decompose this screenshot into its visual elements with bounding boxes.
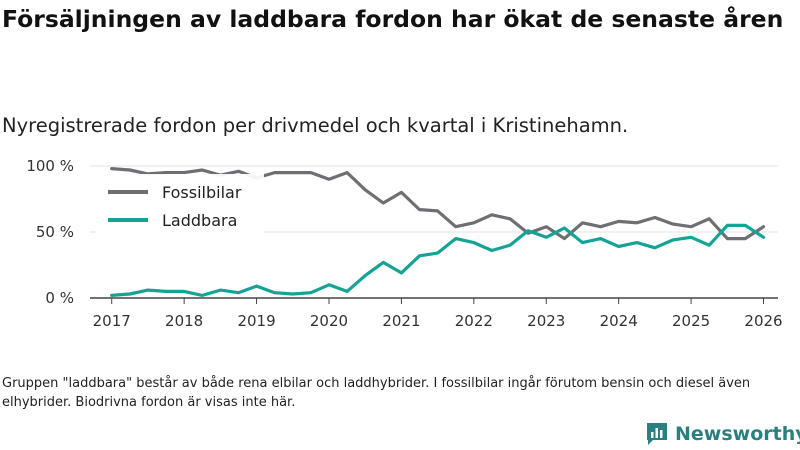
data-point-laddbara[interactable] [162, 287, 170, 295]
data-point-fossilbilar[interactable] [669, 220, 677, 228]
data-point-laddbara[interactable] [560, 224, 568, 232]
data-point-fossilbilar[interactable] [198, 166, 206, 174]
line-chart: 0 % 50 % 100 % 2017 2018 2019 2020 2021 2022 202… [26, 157, 783, 330]
data-point-fossilbilar[interactable] [615, 217, 623, 225]
brand-logo[interactable]: Newsworthy [645, 421, 800, 447]
data-point-fossilbilar[interactable] [723, 235, 731, 243]
data-point-fossilbilar[interactable] [506, 215, 514, 223]
data-point-fossilbilar[interactable] [325, 175, 333, 183]
data-point-laddbara[interactable] [234, 289, 242, 297]
data-point-fossilbilar[interactable] [361, 186, 369, 194]
data-point-laddbara[interactable] [760, 233, 768, 241]
data-point-laddbara[interactable] [307, 289, 315, 297]
x-tick-label: 2026 [744, 312, 782, 330]
data-point-fossilbilar[interactable] [126, 166, 134, 174]
data-point-fossilbilar[interactable] [633, 219, 641, 227]
x-tick-label: 2020 [310, 312, 348, 330]
data-point-laddbara[interactable] [597, 235, 605, 243]
x-tick-label: 2023 [527, 312, 565, 330]
data-point-fossilbilar[interactable] [542, 223, 550, 231]
data-point-laddbara[interactable] [741, 221, 749, 229]
x-tick-label: 2018 [165, 312, 203, 330]
newsworthy-logo-icon [647, 423, 667, 445]
data-point-laddbara[interactable] [144, 286, 152, 294]
x-tick-label: 2025 [672, 312, 710, 330]
chart-subtitle: Nyregistrerade fordon per drivmedel och … [2, 114, 629, 137]
data-point-laddbara[interactable] [325, 281, 333, 289]
data-point-laddbara[interactable] [578, 239, 586, 247]
data-point-laddbara[interactable] [253, 282, 261, 290]
data-point-laddbara[interactable] [180, 287, 188, 295]
data-point-fossilbilar[interactable] [597, 223, 605, 231]
data-point-fossilbilar[interactable] [760, 223, 768, 231]
data-point-laddbara[interactable] [361, 272, 369, 280]
data-point-laddbara[interactable] [470, 239, 478, 247]
data-point-fossilbilar[interactable] [687, 223, 695, 231]
data-point-fossilbilar[interactable] [651, 213, 659, 221]
footnote: Gruppen "laddbara" består av både rena e… [2, 376, 751, 410]
data-point-fossilbilar[interactable] [741, 235, 749, 243]
data-point-laddbara[interactable] [524, 227, 532, 235]
data-point-fossilbilar[interactable] [289, 169, 297, 177]
data-point-laddbara[interactable] [216, 286, 224, 294]
data-point-laddbara[interactable] [542, 233, 550, 241]
data-point-laddbara[interactable] [705, 241, 713, 249]
series-line-laddbara [110, 223, 766, 297]
data-point-fossilbilar[interactable] [307, 169, 315, 177]
y-axis-ticks: 0 % 50 % 100 % [26, 157, 74, 307]
y-tick-label: 50 % [36, 223, 74, 241]
data-point-laddbara[interactable] [126, 290, 134, 298]
data-point-fossilbilar[interactable] [397, 188, 405, 196]
y-tick-label: 0 % [45, 289, 74, 307]
data-point-fossilbilar[interactable] [452, 223, 460, 231]
data-point-fossilbilar[interactable] [271, 169, 279, 177]
chart-title: Försäljningen av laddbara fordon har öka… [2, 5, 784, 33]
data-point-fossilbilar[interactable] [560, 235, 568, 243]
data-point-laddbara[interactable] [687, 233, 695, 241]
data-point-laddbara[interactable] [289, 290, 297, 298]
x-tick-label: 2022 [455, 312, 493, 330]
x-tick-label: 2024 [600, 312, 638, 330]
legend-label: Laddbara [162, 211, 237, 230]
data-point-laddbara[interactable] [379, 258, 387, 266]
data-point-laddbara[interactable] [651, 244, 659, 252]
data-point-laddbara[interactable] [343, 287, 351, 295]
data-point-fossilbilar[interactable] [705, 215, 713, 223]
brand-name: Newsworthy [675, 423, 800, 445]
data-point-laddbara[interactable] [506, 241, 514, 249]
data-point-laddbara[interactable] [615, 243, 623, 251]
x-tick-label: 2017 [93, 312, 131, 330]
x-axis-ticks: 2017 2018 2019 2020 2021 2022 2023 2024 2025 2026 [93, 298, 783, 330]
legend: Fossilbilar Laddbara [96, 174, 264, 240]
data-point-laddbara[interactable] [108, 291, 116, 299]
data-point-laddbara[interactable] [633, 239, 641, 247]
y-tick-label: 100 % [26, 157, 74, 175]
data-point-laddbara[interactable] [198, 291, 206, 299]
data-point-fossilbilar[interactable] [488, 211, 496, 219]
data-point-fossilbilar[interactable] [379, 199, 387, 207]
data-point-fossilbilar[interactable] [108, 165, 116, 173]
legend-label: Fossilbilar [162, 183, 242, 202]
data-point-laddbara[interactable] [452, 235, 460, 243]
data-point-fossilbilar[interactable] [416, 206, 424, 214]
data-point-fossilbilar[interactable] [343, 169, 351, 177]
data-point-laddbara[interactable] [397, 269, 405, 277]
data-point-fossilbilar[interactable] [578, 219, 586, 227]
data-point-fossilbilar[interactable] [434, 207, 442, 215]
legend-background [96, 174, 264, 240]
data-point-laddbara[interactable] [488, 246, 496, 254]
data-point-laddbara[interactable] [434, 249, 442, 257]
data-point-fossilbilar[interactable] [470, 219, 478, 227]
x-tick-label: 2021 [382, 312, 420, 330]
x-tick-label: 2019 [237, 312, 275, 330]
data-point-laddbara[interactable] [723, 221, 731, 229]
data-point-laddbara[interactable] [416, 252, 424, 260]
data-point-laddbara[interactable] [669, 236, 677, 244]
data-point-laddbara[interactable] [271, 289, 279, 297]
